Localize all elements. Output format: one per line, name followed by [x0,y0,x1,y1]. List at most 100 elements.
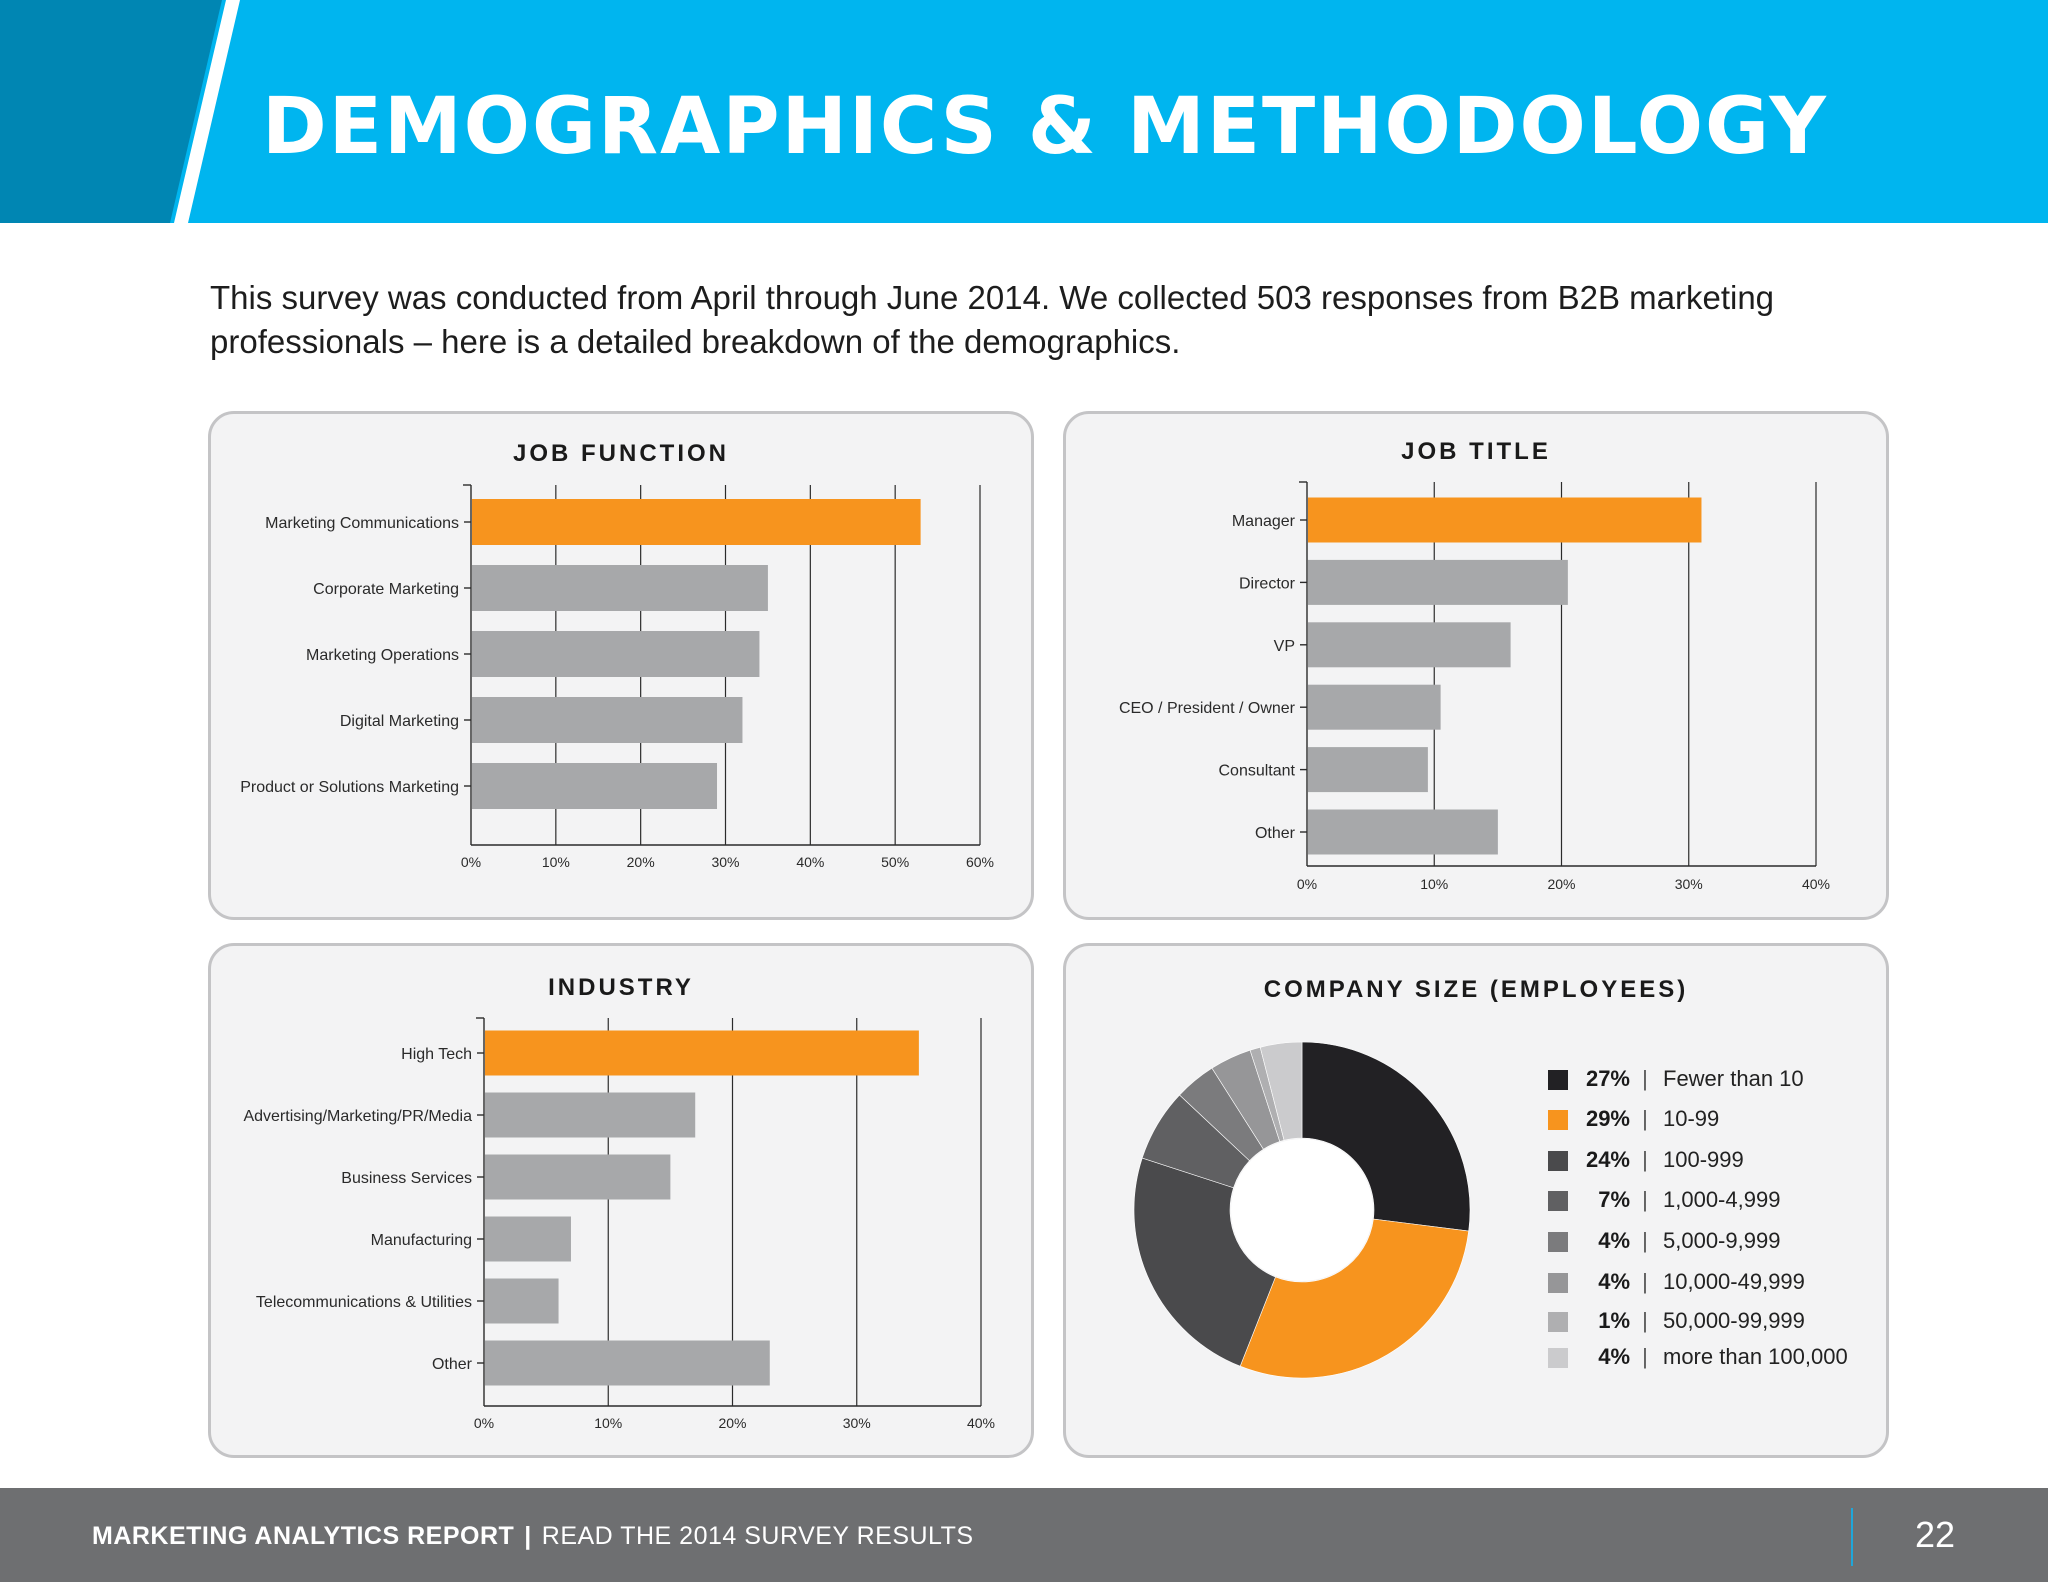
bar-director [1308,559,1568,605]
footer-divider [1851,1508,1853,1566]
x-tick-label: 50% [881,854,909,870]
company-size-donut-chart [1133,1041,1471,1379]
category-label-digital-marketing: Digital Marketing [340,713,459,730]
job-title-chart: 0% 10% 20% 30% 40% Manager Director VP CEO / Pre… [1119,481,1830,892]
legend-swatch [1548,1312,1568,1332]
legend-swatch [1548,1348,1568,1368]
bar-manufacturing [485,1216,571,1262]
legend-percent: 7% [1598,1187,1630,1212]
x-tick-label: 20% [718,1415,746,1431]
legend-separator: | [1642,1308,1648,1333]
category-label-consultant: Consultant [1219,763,1296,780]
x-tick-label: 20% [1547,876,1575,892]
legend-swatch [1548,1110,1568,1130]
legend-percent: 4% [1598,1228,1630,1253]
legend-label: Fewer than 10 [1663,1066,1804,1091]
legend-label: 50,000-99,999 [1663,1308,1805,1333]
job-title-title: JOB TITLE [1401,438,1551,465]
x-tick-label: 30% [843,1415,871,1431]
legend-label: 10-99 [1663,1106,1720,1131]
bar-marketing-operations [472,631,760,677]
bar-corporate-marketing [472,565,768,611]
footer-report-name: MARKETING ANALYTICS REPORT [92,1522,515,1550]
bar-consultant [1308,747,1428,793]
category-label-business-services: Business Services [341,1170,472,1187]
legend-label: 10,000-49,999 [1663,1269,1805,1294]
intro-paragraph: This survey was conducted from April thr… [210,279,1775,360]
bar-marketing-communications [472,499,921,545]
x-tick-label: 40% [967,1415,995,1431]
category-label-director: Director [1239,575,1296,592]
category-label-marketing-communications: Marketing Communications [265,515,459,532]
x-tick-label: 10% [542,854,570,870]
category-label-vp: VP [1274,638,1295,655]
footer-subtitle: READ THE 2014 SURVEY RESULTS [541,1522,974,1550]
x-tick-label: 0% [461,854,481,870]
bar-manager [1308,497,1702,543]
header-banner: DEMOGRAPHICS & METHODOLOGY [0,0,2048,223]
legend-percent: 1% [1598,1308,1630,1333]
legend-label: more than 100,000 [1663,1344,1848,1369]
category-label-ceo-president-owner: CEO / President / Owner [1119,700,1296,717]
bar-product-or-solutions-marketing [472,763,718,809]
company-size-title: COMPANY SIZE (EMPLOYEES) [1263,976,1689,1003]
x-tick-label: 40% [1802,876,1830,892]
category-label-corporate-marketing: Corporate Marketing [313,581,459,598]
legend-swatch [1548,1273,1568,1293]
slice-100-999 [1133,1157,1276,1367]
slice-more-than-100-000 [1259,1041,1303,1141]
page-number: 22 [1914,1514,1956,1555]
category-label-manager: Manager [1232,513,1296,530]
footer-separator: | [524,1522,532,1550]
category-label-telecommunications-utilities: Telecommunications & Utilities [256,1294,472,1311]
x-tick-label: 20% [627,854,655,870]
bar-other [1308,809,1498,855]
x-tick-label: 0% [1297,876,1317,892]
industry-panel: INDUSTRY 0% 10% 20% 30% 40% High Tech Advertis… [208,943,1034,1458]
job-function-panel: JOB FUNCTION 0% 10% 20% 30% 40% 50% 60% Marketi… [208,411,1034,920]
x-tick-label: 40% [796,854,824,870]
legend-percent: 29% [1585,1106,1630,1131]
footer-bar: MARKETING ANALYTICS REPORT | READ THE 2014… [0,1488,2048,1582]
bar-high-tech [485,1030,919,1076]
slice-fewer-than-10 [1301,1041,1471,1232]
legend-label: 1,000-4,999 [1663,1187,1781,1212]
legend-separator: | [1642,1066,1648,1091]
bar-business-services [485,1154,671,1200]
legend-label: 100-999 [1663,1147,1744,1172]
header-background [0,0,2048,223]
slice-10-99 [1239,1218,1470,1379]
category-label-other: Other [432,1356,473,1373]
job-function-chart: 0% 10% 20% 30% 40% 50% 60% Marketing Communicat… [240,484,994,870]
bar-vp [1308,622,1511,668]
industry-chart: 0% 10% 20% 30% 40% High Tech Advertising/Marke… [243,1017,995,1431]
legend-separator: | [1642,1187,1648,1212]
industry-title: INDUSTRY [548,974,694,1001]
legend-swatch [1548,1070,1568,1090]
legend-swatch [1548,1191,1568,1211]
category-label-advertising-marketing-pr-media: Advertising/Marketing/PR/Media [243,1108,472,1125]
bar-telecommunications-utilities [485,1278,559,1324]
category-label-other: Other [1255,825,1296,842]
legend-percent: 24% [1585,1147,1630,1172]
x-tick-label: 10% [1420,876,1448,892]
legend-swatch [1548,1151,1568,1171]
bar-advertising-marketing-pr-media [485,1092,696,1138]
legend-label: 5,000-9,999 [1663,1228,1781,1253]
company-size-panel: COMPANY SIZE (EMPLOYEES) 27% | Fewer than … [1063,943,1889,1458]
legend-swatch [1548,1232,1568,1252]
bar-digital-marketing [472,697,743,743]
legend-separator: | [1642,1106,1648,1131]
legend-percent: 4% [1598,1344,1630,1369]
x-tick-label: 0% [474,1415,494,1431]
x-tick-label: 10% [594,1415,622,1431]
category-label-high-tech: High Tech [401,1046,472,1063]
x-tick-label: 30% [711,854,739,870]
category-label-product-or-solutions-marketing: Product or Solutions Marketing [240,779,459,796]
category-label-marketing-operations: Marketing Operations [306,647,459,664]
legend-percent: 4% [1598,1269,1630,1294]
category-label-manufacturing: Manufacturing [371,1232,472,1249]
job-function-title: JOB FUNCTION [513,440,729,467]
legend-separator: | [1642,1228,1648,1253]
bar-ceo-president-owner [1308,684,1441,730]
